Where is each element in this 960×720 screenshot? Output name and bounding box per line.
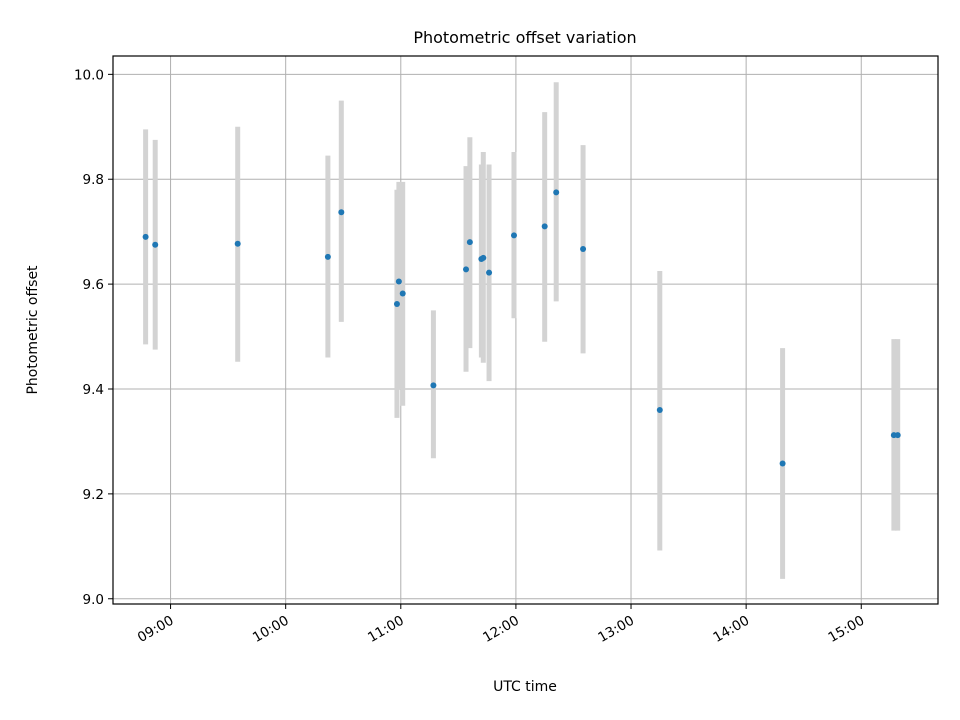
data-point (430, 382, 437, 389)
data-points (142, 189, 901, 467)
data-point (553, 189, 560, 196)
plot-area-frame (112, 55, 939, 605)
data-point (324, 253, 331, 260)
data-point (486, 269, 493, 276)
data-point (580, 245, 587, 252)
y-tick-label: 9.8 (83, 172, 104, 188)
y-tick-label: 9.2 (83, 487, 104, 503)
data-point (152, 241, 159, 248)
data-point (510, 232, 517, 239)
data-point (779, 460, 786, 467)
y-tick-label: 9.6 (83, 277, 104, 293)
data-point (656, 406, 663, 413)
chart-title: Photometric offset variation (413, 28, 636, 47)
data-point (234, 240, 241, 247)
data-point (466, 239, 473, 246)
y-tick-label: 10.0 (74, 67, 104, 83)
grid-lines (113, 56, 938, 604)
y-axis-ticks: 9.0 9.2 9.4 9.6 9.8 10.0 (74, 67, 113, 608)
data-point (395, 278, 402, 285)
data-point (894, 432, 901, 439)
data-point (399, 290, 406, 297)
y-tick-label: 9.0 (83, 592, 104, 608)
data-point (541, 223, 548, 230)
data-point (338, 209, 345, 216)
data-point (393, 301, 400, 308)
data-point (480, 254, 487, 261)
y-tick-label: 9.4 (83, 382, 104, 398)
x-axis-label: UTC time (493, 679, 557, 695)
data-point (463, 266, 470, 273)
data-point (142, 233, 149, 240)
y-axis-label: Photometric offset (25, 265, 41, 395)
